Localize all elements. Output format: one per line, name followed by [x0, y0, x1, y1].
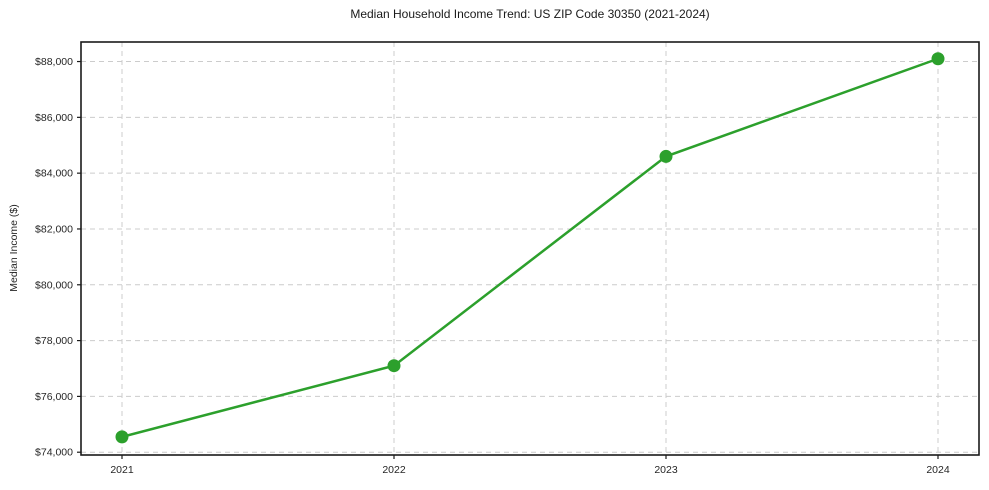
series-line	[120, 57, 940, 439]
y-tick-label: $78,000	[35, 335, 73, 347]
data-point-marker	[115, 430, 129, 444]
plot-border	[80, 41, 980, 456]
data-point-marker	[659, 149, 673, 163]
x-tick-label: 2024	[926, 464, 950, 476]
chart-title: Median Household Income Trend: US ZIP Co…	[350, 7, 710, 21]
y-tick-label: $86,000	[35, 112, 73, 124]
y-tick-label: $84,000	[35, 168, 73, 180]
y-tick-label: $82,000	[35, 223, 73, 235]
y-tick-label: $74,000	[35, 447, 73, 459]
x-tick-label: 2021	[110, 464, 134, 476]
data-point-marker	[931, 52, 945, 66]
y-tick-label: $80,000	[35, 279, 73, 291]
y-tick-label: $88,000	[35, 56, 73, 68]
data-point-marker	[387, 359, 401, 373]
x-tick-label: 2023	[654, 464, 678, 476]
x-tick-label: 2022	[382, 464, 406, 476]
y-tick-label: $76,000	[35, 391, 73, 403]
